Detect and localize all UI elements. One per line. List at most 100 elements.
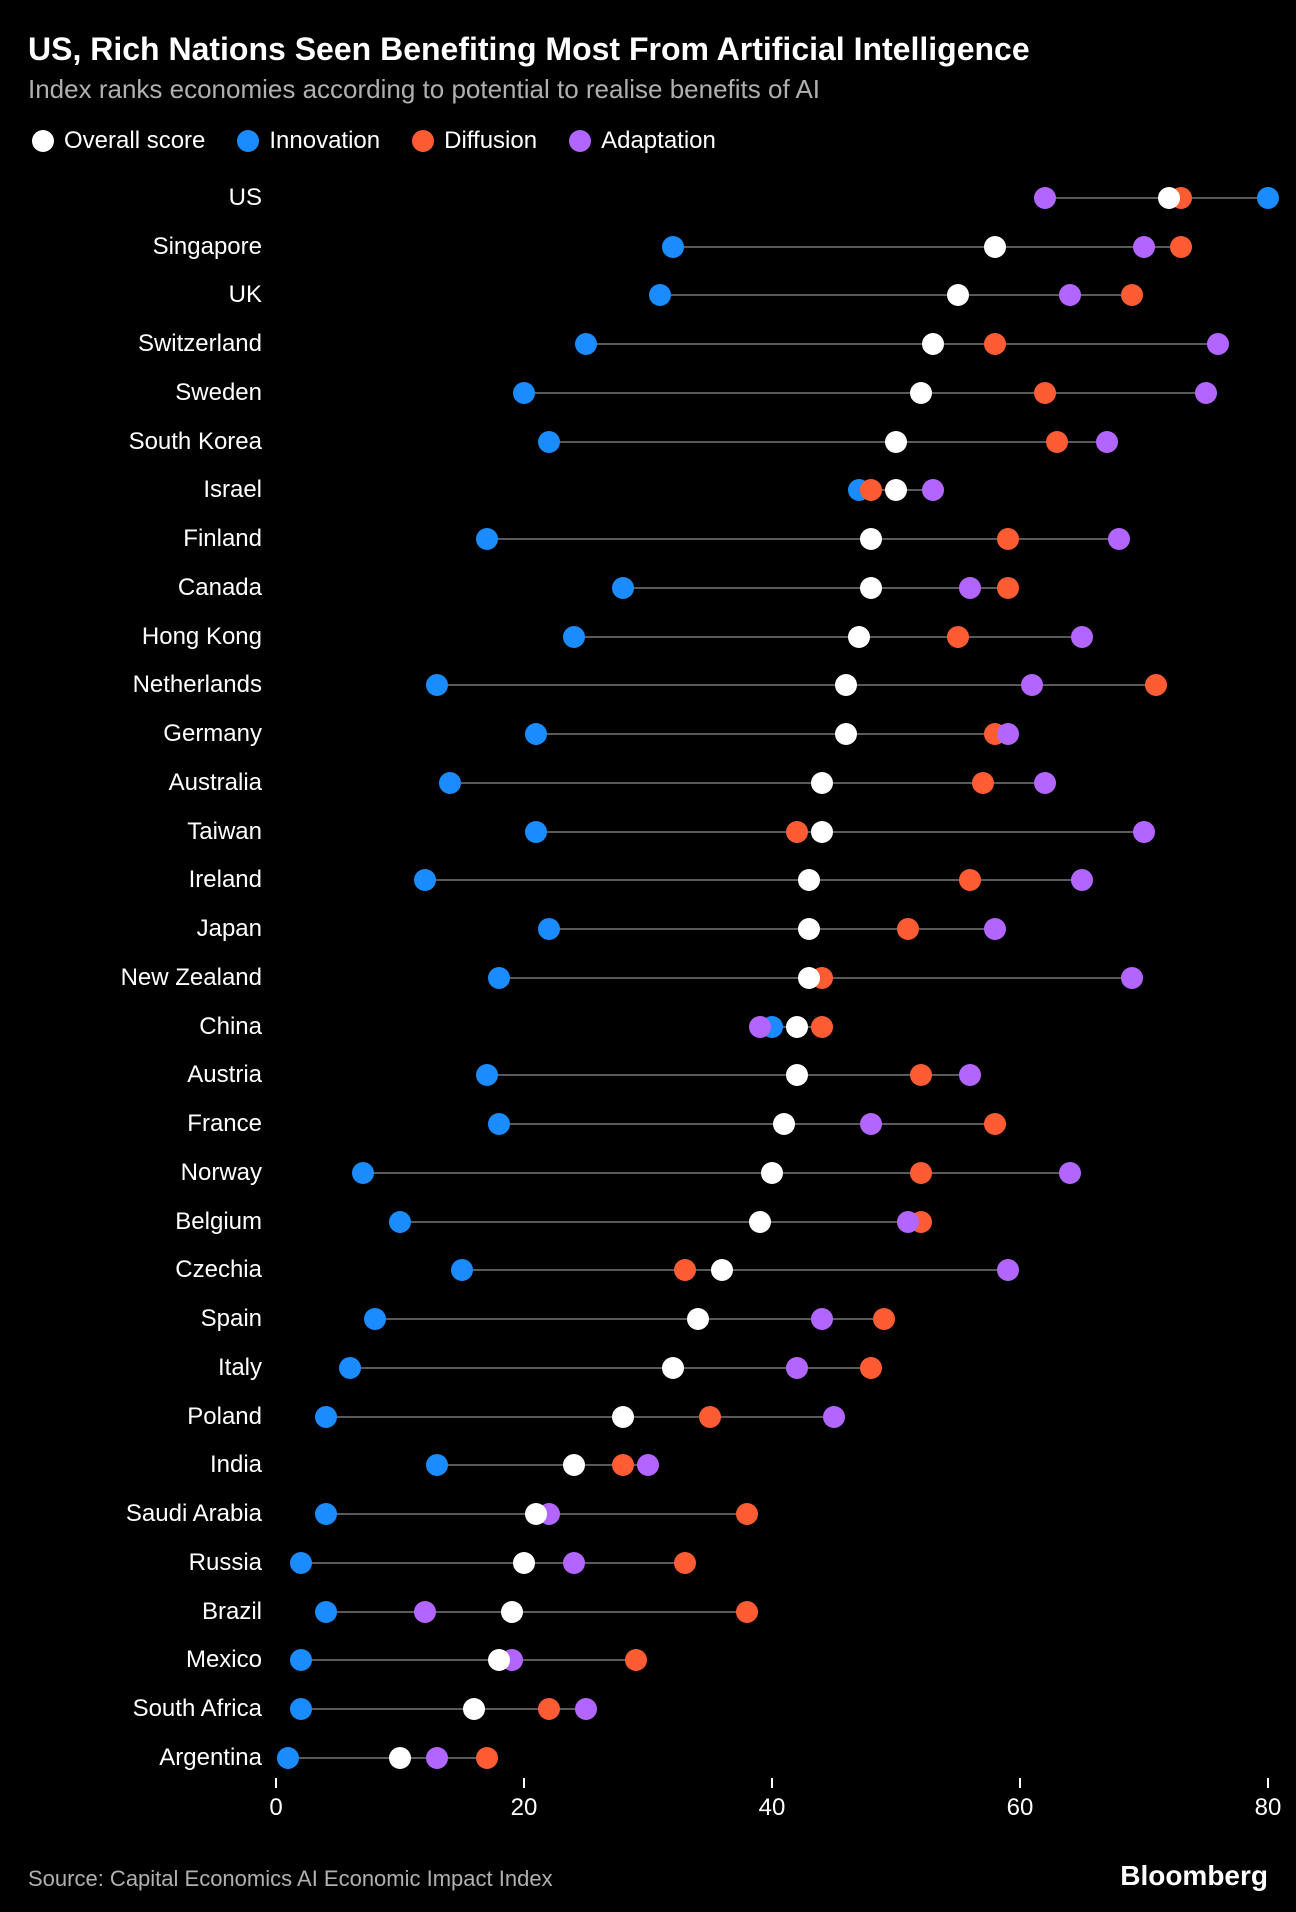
legend-item-adaptation: Adaptation: [569, 127, 716, 155]
country-label: Sweden: [28, 368, 276, 417]
legend-dot-icon: [237, 130, 259, 152]
chart-row: [276, 1246, 1268, 1295]
data-dot-innovation: [563, 626, 585, 648]
country-label: Finland: [28, 515, 276, 564]
data-dot-overall: [947, 284, 969, 306]
data-dot-innovation: [290, 1698, 312, 1720]
chart-row: [276, 368, 1268, 417]
chart-row: [276, 173, 1268, 222]
data-dot-diffusion: [674, 1259, 696, 1281]
data-dot-overall: [835, 723, 857, 745]
data-dot-adaptation: [1207, 333, 1229, 355]
legend-dot-icon: [32, 130, 54, 152]
data-dot-diffusion: [997, 577, 1019, 599]
data-dot-adaptation: [637, 1454, 659, 1476]
data-dot-diffusion: [873, 1308, 895, 1330]
data-dot-adaptation: [1059, 284, 1081, 306]
plot: [276, 173, 1268, 1782]
country-label: Italy: [28, 1343, 276, 1392]
data-dot-adaptation: [823, 1406, 845, 1428]
chart-row: [276, 1733, 1268, 1782]
chart-row: [276, 856, 1268, 905]
row-connector-line: [363, 1172, 1070, 1174]
country-label: US: [28, 173, 276, 222]
country-label: Japan: [28, 905, 276, 954]
data-dot-diffusion: [1145, 674, 1167, 696]
data-dot-overall: [749, 1211, 771, 1233]
data-dot-adaptation: [1071, 869, 1093, 891]
data-dot-adaptation: [922, 479, 944, 501]
data-dot-adaptation: [811, 1308, 833, 1330]
data-dot-adaptation: [414, 1601, 436, 1623]
data-dot-adaptation: [1121, 967, 1143, 989]
row-connector-line: [462, 1269, 1008, 1271]
data-dot-diffusion: [1170, 236, 1192, 258]
data-dot-adaptation: [1034, 772, 1056, 794]
data-dot-adaptation: [860, 1113, 882, 1135]
data-dot-innovation: [315, 1503, 337, 1525]
row-connector-line: [549, 441, 1107, 443]
country-label: China: [28, 1002, 276, 1051]
legend-label: Diffusion: [444, 127, 537, 155]
country-label: Austria: [28, 1051, 276, 1100]
data-dot-diffusion: [972, 772, 994, 794]
chart-row: [276, 1051, 1268, 1100]
legend-item-diffusion: Diffusion: [412, 127, 537, 155]
data-dot-overall: [687, 1308, 709, 1330]
legend-label: Overall score: [64, 127, 205, 155]
data-dot-overall: [984, 236, 1006, 258]
chart-row: [276, 1636, 1268, 1685]
legend-label: Adaptation: [601, 127, 716, 155]
data-dot-diffusion: [1034, 382, 1056, 404]
chart-row: [276, 1148, 1268, 1197]
data-dot-innovation: [426, 674, 448, 696]
country-label: Saudi Arabia: [28, 1490, 276, 1539]
chart-row: [276, 710, 1268, 759]
data-dot-diffusion: [538, 1698, 560, 1720]
y-axis-labels: USSingaporeUKSwitzerlandSwedenSouth Kore…: [28, 173, 276, 1782]
chart-row: [276, 1100, 1268, 1149]
chart-row: [276, 1685, 1268, 1734]
x-tick-label: 80: [1255, 1794, 1282, 1822]
data-dot-overall: [885, 431, 907, 453]
chart-row: [276, 905, 1268, 954]
data-dot-diffusion: [612, 1454, 634, 1476]
data-dot-adaptation: [1108, 528, 1130, 550]
row-connector-line: [549, 928, 995, 930]
data-dot-diffusion: [860, 479, 882, 501]
chart-row: [276, 612, 1268, 661]
chart-row: [276, 807, 1268, 856]
country-label: Australia: [28, 758, 276, 807]
row-connector-line: [326, 1611, 748, 1613]
data-dot-overall: [798, 967, 820, 989]
x-tick-mark: [1019, 1778, 1021, 1788]
x-tick-label: 0: [269, 1794, 282, 1822]
data-dot-overall: [525, 1503, 547, 1525]
data-dot-diffusion: [947, 626, 969, 648]
chart-row: [276, 515, 1268, 564]
data-dot-adaptation: [426, 1747, 448, 1769]
data-dot-diffusion: [1046, 431, 1068, 453]
data-dot-adaptation: [1059, 1162, 1081, 1184]
country-label: Canada: [28, 563, 276, 612]
data-dot-diffusion: [674, 1552, 696, 1574]
data-dot-diffusion: [699, 1406, 721, 1428]
country-label: Singapore: [28, 222, 276, 271]
row-connector-line: [586, 343, 1218, 345]
chart-row: [276, 320, 1268, 369]
data-dot-overall: [885, 479, 907, 501]
source-text: Source: Capital Economics AI Economic Im…: [28, 1866, 553, 1892]
row-connector-line: [326, 1416, 834, 1418]
chart-row: [276, 953, 1268, 1002]
data-dot-innovation: [525, 821, 547, 843]
country-label: Hong Kong: [28, 612, 276, 661]
data-dot-innovation: [525, 723, 547, 745]
row-connector-line: [301, 1562, 685, 1564]
data-dot-overall: [612, 1406, 634, 1428]
data-dot-innovation: [290, 1649, 312, 1671]
row-connector-line: [499, 1123, 995, 1125]
country-label: Netherlands: [28, 661, 276, 710]
chart-plot-area: USSingaporeUKSwitzerlandSwedenSouth Kore…: [28, 173, 1268, 1782]
data-dot-adaptation: [984, 918, 1006, 940]
data-dot-adaptation: [1021, 674, 1043, 696]
